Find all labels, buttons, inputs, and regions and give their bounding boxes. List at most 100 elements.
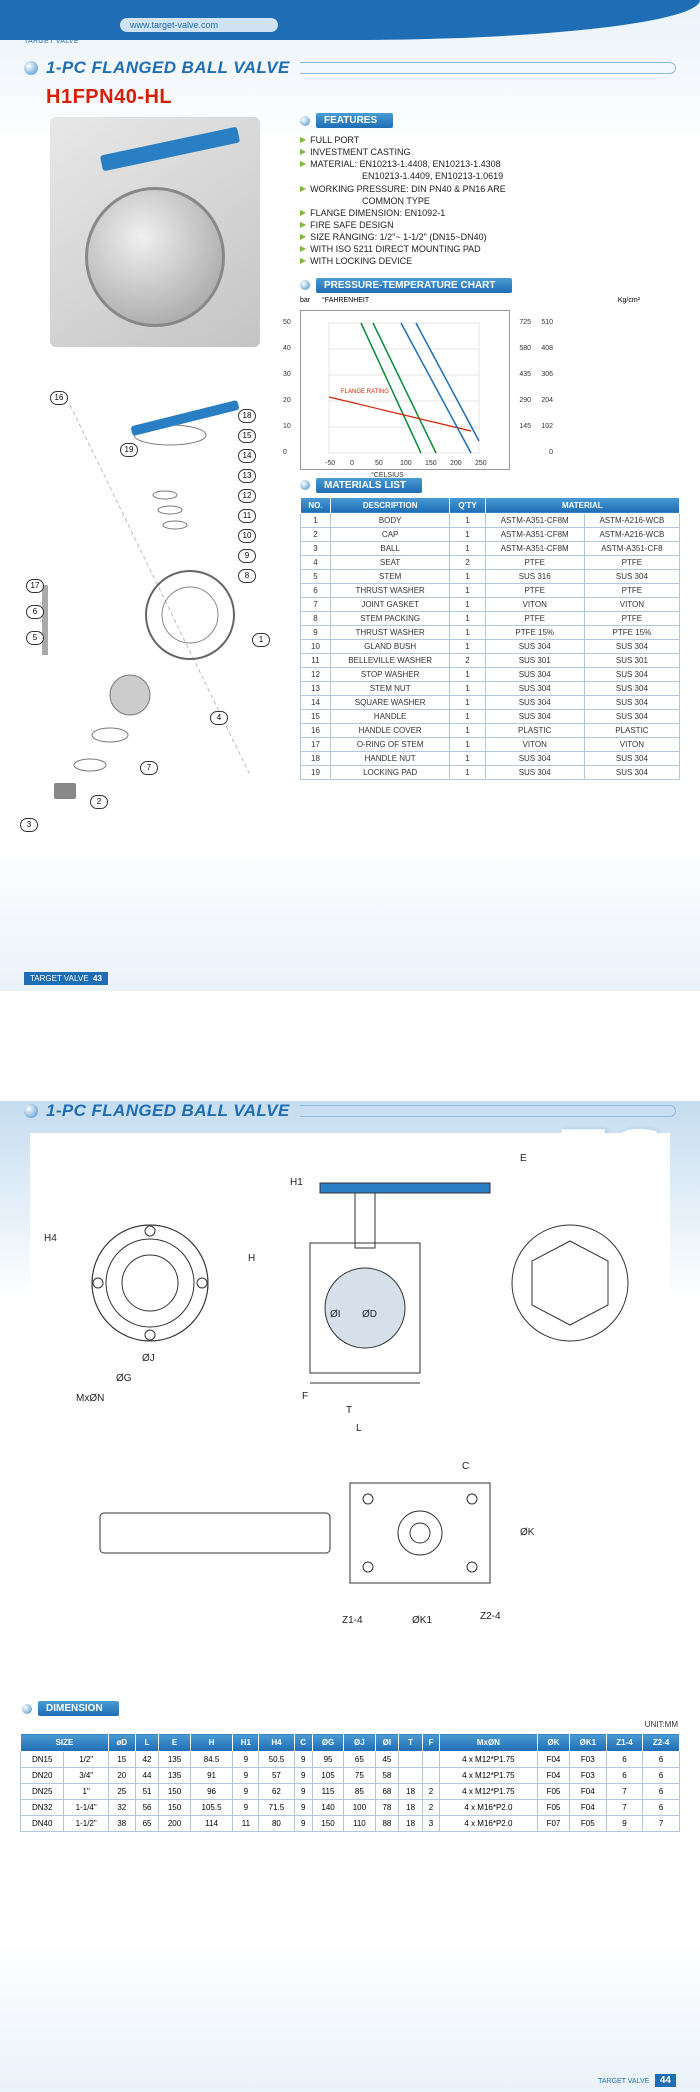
feature-text: SIZE RANGING: 1/2"~ 1-1/2" (DN15~DN40) (310, 231, 486, 243)
chart-ytick-kg: 204 (541, 397, 553, 404)
dim-cell: 80 (259, 1816, 294, 1832)
mat-cell: VITON (584, 737, 679, 751)
dim-cell: 51 (135, 1784, 159, 1800)
callout-3: 3 (20, 818, 38, 832)
chart-ytick-kg: 510 (541, 319, 553, 326)
mat-cell: PTFE (485, 555, 584, 569)
feature-item: EN10213-1.4409, EN10213-1.0619 (300, 170, 680, 182)
title-bullet-icon (24, 61, 38, 75)
mat-cell: SUS 304 (584, 751, 679, 765)
page-title: 1-PC FLANGED BALL VALVE (46, 58, 290, 78)
table-row: 18HANDLE NUT1SUS 304SUS 304 (301, 751, 680, 765)
mat-cell: BELLEVILLE WASHER (330, 653, 449, 667)
mat-cell: BODY (330, 513, 449, 527)
mat-cell: JOINT GASKET (330, 597, 449, 611)
callout-19: 19 (120, 443, 138, 457)
materials-label: MATERIALS LIST (316, 478, 422, 493)
mat-cell: SUS 304 (485, 751, 584, 765)
dim-cell: 71.5 (259, 1800, 294, 1816)
dim-cell: 42 (135, 1752, 159, 1768)
mat-cell: 1 (450, 695, 485, 709)
feature-text: FLANGE DIMENSION: EN1092-1 (310, 207, 445, 219)
dim-cell: 4 x M12*P1.75 (439, 1768, 537, 1784)
dim-cell: F04 (570, 1784, 607, 1800)
table-row: 8STEM PACKING1PTFEPTFE (301, 611, 680, 625)
callout-7: 7 (140, 761, 158, 775)
materials-head: MATERIALS LIST (300, 478, 680, 493)
dim-cell: 58 (375, 1768, 399, 1784)
title-bar: 1-PC FLANGED BALL VALVE (24, 58, 676, 78)
table-row: 3BALL1ASTM-A351-CF8MASTM-A351-CF8 (301, 541, 680, 555)
feature-item: ▶WORKING PRESSURE: DIN PN40 & PN16 ARE (300, 183, 680, 195)
mat-cell: ASTM-A351-CF8M (485, 527, 584, 541)
dim-cell: 15 (108, 1752, 135, 1768)
chart-ytick-r: 145 (519, 423, 531, 430)
brand-logo: TG (24, 12, 79, 38)
dim-cell: 4 x M12*P1.75 (439, 1784, 537, 1800)
dim-cell: 1-1/4" (64, 1800, 109, 1816)
exploded-svg (20, 355, 290, 815)
dim-cell: 100 (344, 1800, 375, 1816)
dim-cell: 95 (312, 1752, 343, 1768)
callout-4: 4 (210, 711, 228, 725)
chart-ytick: 30 (283, 371, 291, 378)
dim-th: ØI (375, 1734, 399, 1752)
feature-item: COMMON TYPE (300, 195, 680, 207)
feature-item: ▶WITH LOCKING DEVICE (300, 255, 680, 267)
table-row: 1BODY1ASTM-A351-CF8MASTM-A216-WCB (301, 513, 680, 527)
dim-cell: 2 (422, 1784, 439, 1800)
page-footer-left: TARGET VALVE 43 (24, 972, 108, 985)
feature-item: ▶FIRE SAFE DESIGN (300, 219, 680, 231)
feature-item: ▶WITH ISO 5211 DIRECT MOUNTING PAD (300, 243, 680, 255)
mat-cell: 1 (450, 611, 485, 625)
mat-cell: SEAT (330, 555, 449, 569)
dimension-table: SIZEøDLEHH1H4CØGØJØITFMxØNØKØK1Z1-4Z2-4D… (20, 1733, 680, 1832)
dim-th: ØK1 (570, 1734, 607, 1752)
mat-cell: SUS 304 (584, 709, 679, 723)
callout-15: 15 (238, 429, 256, 443)
model-number: H1FPN40-HL (46, 86, 700, 109)
mat-th: NO. (301, 497, 331, 513)
table-row: 13STEM NUT1SUS 304SUS 304 (301, 681, 680, 695)
dim-cell: 7 (606, 1800, 643, 1816)
mat-cell: 1 (450, 541, 485, 555)
mat-cell: PTFE (584, 583, 679, 597)
dim-th: F (422, 1734, 439, 1752)
mat-cell: SUS 301 (485, 653, 584, 667)
dim-F: F (302, 1391, 308, 1402)
features-label: FEATURES (316, 113, 393, 128)
mat-cell: 17 (301, 737, 331, 751)
dim-th: øD (108, 1734, 135, 1752)
brand-subtext: TARGET VALVE (24, 38, 79, 45)
feature-text: WITH LOCKING DEVICE (310, 255, 412, 267)
valve-body-shape (85, 187, 225, 327)
dim-OK: ØK (520, 1527, 534, 1538)
chart-ytick: 40 (283, 345, 291, 352)
bar-axis-label: bar (300, 297, 320, 304)
mat-cell: 2 (450, 653, 485, 667)
chart-xtick: 250 (475, 460, 487, 467)
mat-cell: HANDLE COVER (330, 723, 449, 737)
dim-cell (399, 1752, 423, 1768)
fahrenheit-axis-label: °FAHRENHEIT (322, 297, 369, 304)
mat-cell: 1 (450, 583, 485, 597)
dim-cell: 11 (233, 1816, 259, 1832)
dim-cell: 88 (375, 1816, 399, 1832)
drawing-area: E H1 H H4 ØJ ØG MxØN ØI ØD F T L C ØK ØK… (30, 1133, 670, 1693)
mat-cell: 1 (450, 765, 485, 779)
mat-cell: PLASTIC (485, 723, 584, 737)
arrow-icon: ▶ (300, 135, 306, 146)
content-row: 16 19 18 15 14 13 12 11 10 9 8 17 6 5 1 … (0, 113, 700, 815)
dim-cell: 9 (294, 1784, 312, 1800)
mat-cell: 1 (450, 625, 485, 639)
footer-brand-r: TARGET VALVE (598, 2078, 649, 2085)
dim-th: L (135, 1734, 159, 1752)
svg-text:FLANGE RATING: FLANGE RATING (341, 389, 389, 395)
page-2: TG 1-PC FLANGED BALL VALVE (0, 1101, 700, 2092)
page-1: TG TARGET VALVE www.target-valve.com 1-P… (0, 0, 700, 991)
mat-cell: SUS 304 (584, 639, 679, 653)
page-footer-right: TARGET VALVE 44 (598, 2075, 676, 2086)
dim-cell: 105.5 (190, 1800, 233, 1816)
dim-th: H1 (233, 1734, 259, 1752)
mat-cell: PTFE (584, 611, 679, 625)
